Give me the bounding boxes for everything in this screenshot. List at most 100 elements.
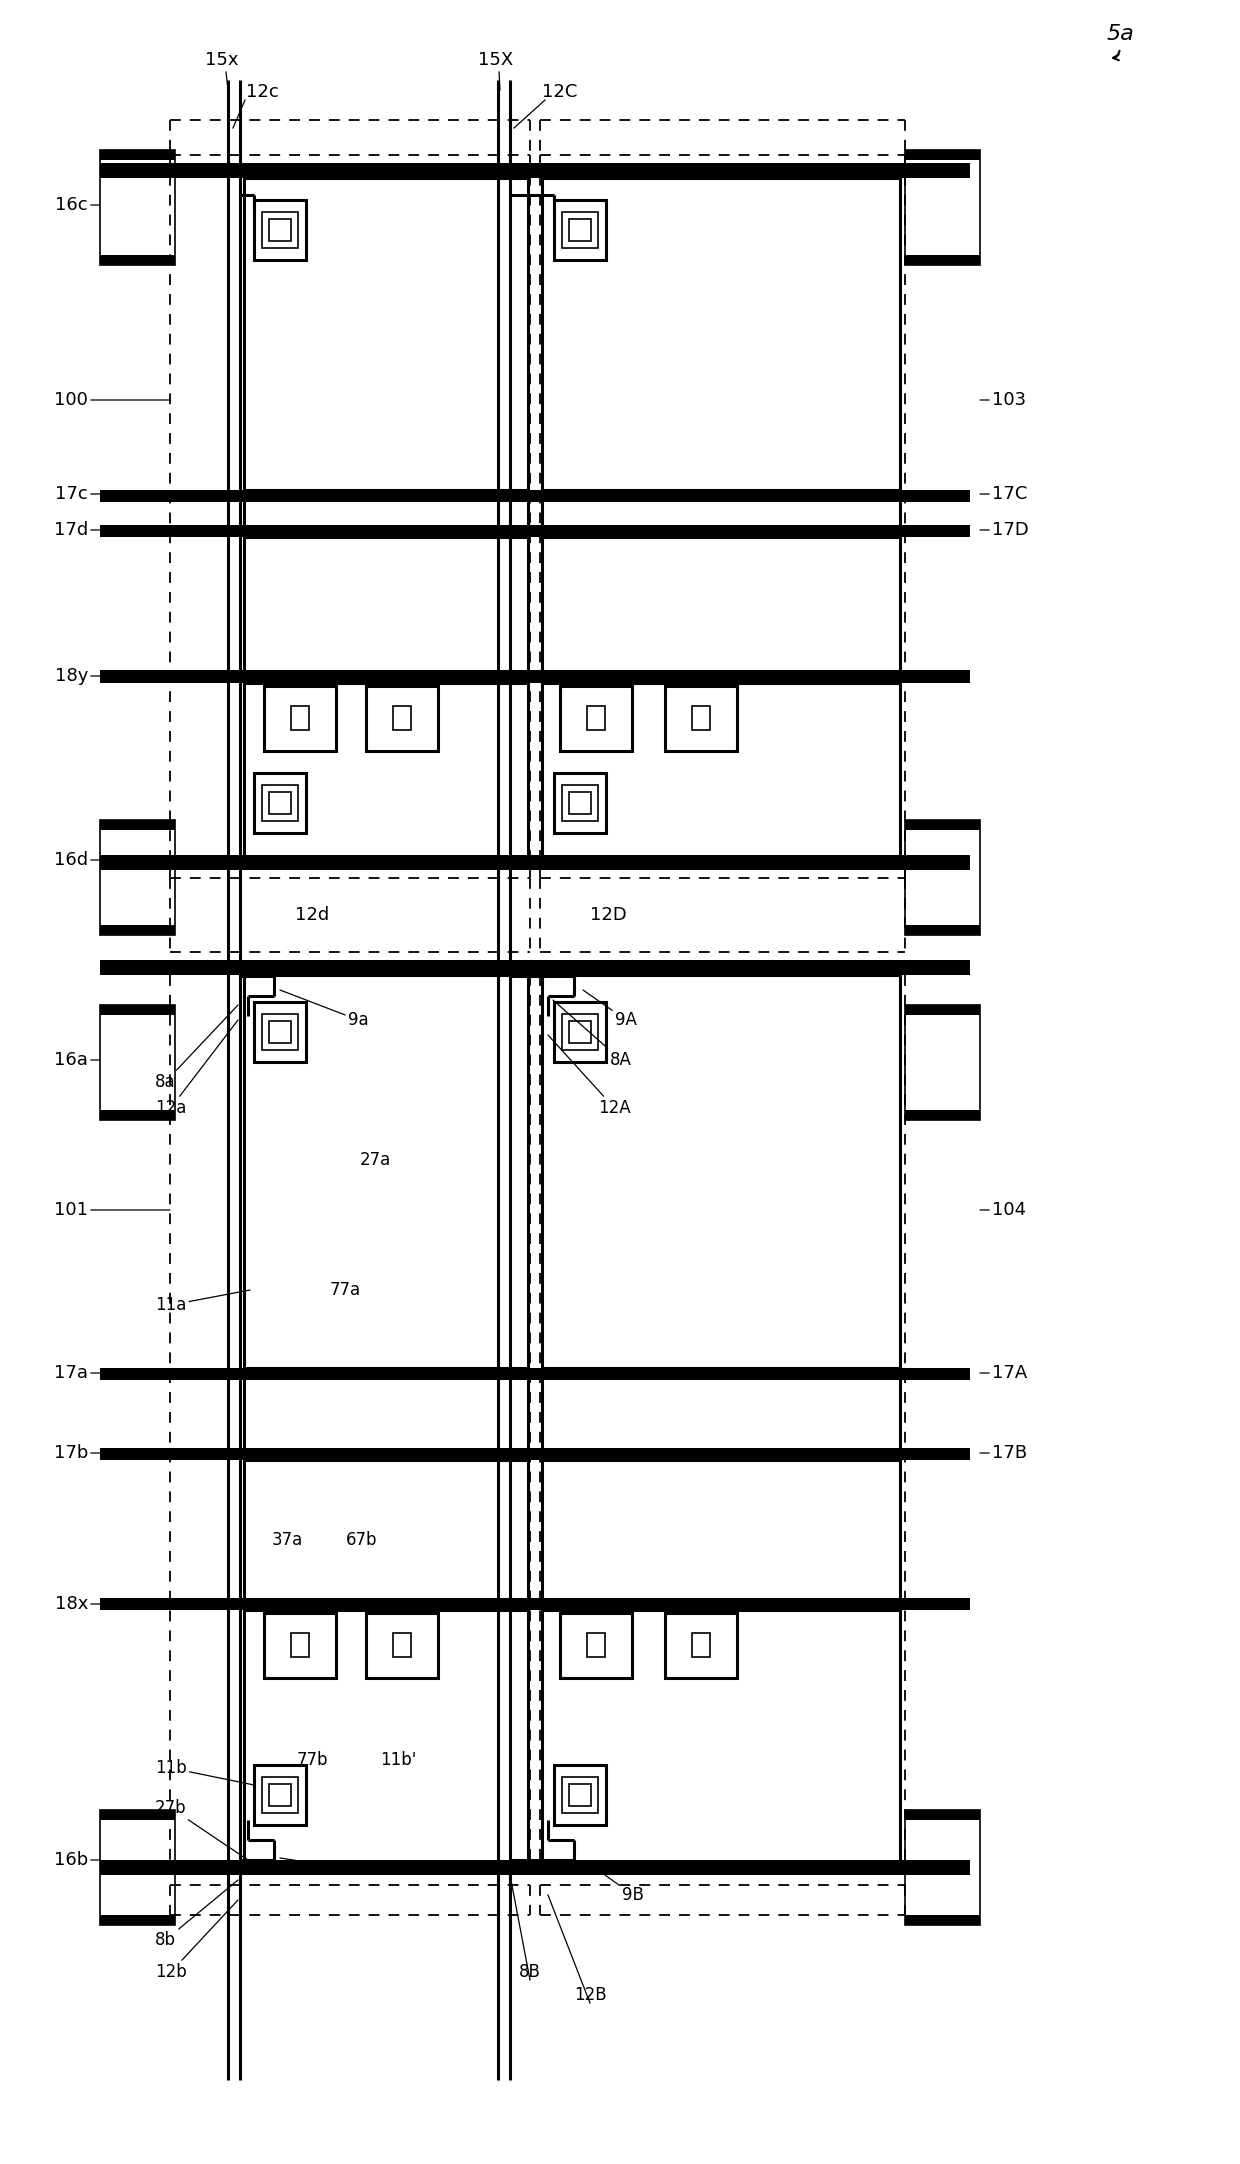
Text: 17c: 17c [56,485,170,502]
Bar [569,792,591,814]
Text: 12c: 12c [246,82,278,102]
Text: 100: 100 [55,392,170,409]
Text: 12a: 12a [155,1019,238,1117]
Text: 12B: 12B [574,1987,606,2004]
Bar [100,489,970,502]
Bar [100,671,970,684]
Bar [560,686,632,751]
Bar [560,1612,632,1677]
Bar [393,1634,410,1658]
Bar [100,1004,175,1121]
Bar [244,177,528,859]
Bar [905,1004,980,1121]
Text: 8A: 8A [553,1000,632,1069]
Bar [262,1015,298,1050]
Text: 9a: 9a [280,989,368,1030]
Bar [562,1015,598,1050]
Bar [100,1368,970,1381]
Bar [269,1021,291,1043]
Text: 17C: 17C [980,485,1028,502]
Text: 101: 101 [55,1201,170,1218]
Bar [269,219,291,240]
Bar [905,1915,980,1926]
Bar [100,1915,175,1926]
Text: 16a: 16a [55,1052,100,1069]
Bar [100,1448,970,1461]
Bar [905,149,980,264]
Bar [554,199,606,260]
Bar [100,149,175,160]
Text: 18y: 18y [55,667,100,686]
Bar [264,686,336,751]
Bar [269,792,291,814]
Bar [905,820,980,831]
Bar [100,1110,175,1121]
Bar [554,773,606,833]
Text: 9b: 9b [280,1859,370,1878]
Text: 8a: 8a [155,1004,238,1091]
Text: 15x: 15x [206,52,239,69]
Text: 12b: 12b [155,1900,238,1980]
Text: 17b: 17b [53,1443,170,1463]
Bar [100,149,175,264]
Bar [692,705,711,729]
Bar [254,773,306,833]
Text: 17D: 17D [980,522,1029,539]
Bar [905,149,980,160]
Bar [366,1612,438,1677]
Text: 8b: 8b [155,1881,238,1950]
Bar [587,1634,605,1658]
Bar [562,212,598,249]
Bar [100,1809,175,1926]
Bar [291,1634,309,1658]
Bar [569,219,591,240]
Bar [562,786,598,820]
Bar [100,255,175,264]
Text: 5a: 5a [1106,24,1133,43]
Bar [542,177,900,859]
Bar [905,255,980,264]
Text: 27b: 27b [155,1798,248,1861]
Bar [905,1110,980,1121]
Bar [665,1612,737,1677]
Bar [100,162,970,177]
Text: 15X: 15X [479,52,513,69]
Bar [393,705,410,729]
Text: 103: 103 [980,392,1027,409]
Bar [587,705,605,729]
Text: 17d: 17d [53,522,170,539]
Text: 16c: 16c [56,197,100,214]
Text: 9B: 9B [598,1870,644,1904]
Bar [905,820,980,935]
Bar [554,1002,606,1063]
Bar [291,705,309,729]
Bar [905,1809,980,1820]
Text: 12C: 12C [542,82,578,102]
Bar [665,686,737,751]
Bar [262,786,298,820]
Bar [366,686,438,751]
Bar [100,820,175,831]
Text: 17B: 17B [980,1443,1027,1463]
Text: 11b: 11b [155,1759,254,1785]
Bar [100,526,970,537]
Bar [264,1612,336,1677]
Bar [905,924,980,935]
Text: 104: 104 [980,1201,1027,1218]
Bar [100,1597,970,1610]
Bar [100,924,175,935]
Text: 16b: 16b [53,1850,100,1870]
Text: 11a: 11a [155,1290,250,1314]
Bar [269,1783,291,1807]
Bar [100,1004,175,1015]
Bar [692,1634,711,1658]
Bar [244,976,528,1868]
Text: 67b: 67b [346,1530,377,1549]
Bar [100,1861,970,1874]
Bar [569,1783,591,1807]
Bar [254,199,306,260]
Bar [254,1766,306,1824]
Bar [100,820,175,935]
Bar [100,1809,175,1820]
Text: 77a: 77a [330,1281,361,1298]
